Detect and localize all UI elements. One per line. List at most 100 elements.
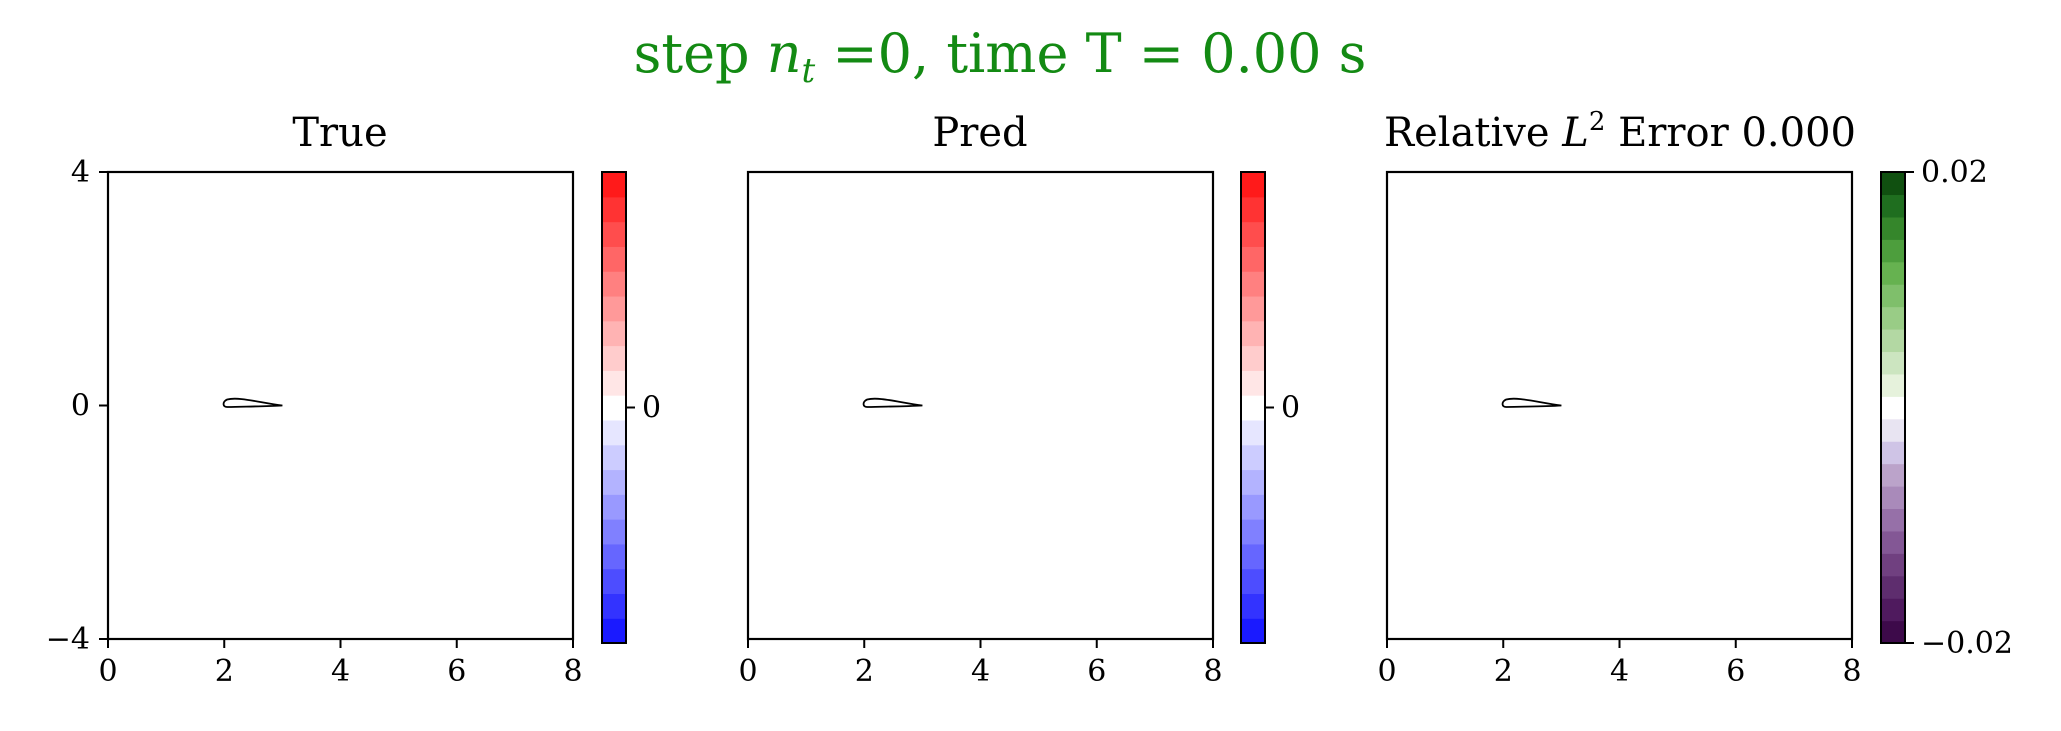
colorbar-swatch xyxy=(1881,284,1905,308)
colorbar-swatch xyxy=(1881,306,1905,330)
colorbar: −0.02 0.02 xyxy=(1880,155,2013,661)
colorbar-swatch xyxy=(602,618,626,644)
colorbar-swatch xyxy=(1881,239,1905,263)
x-tick-label: 8 xyxy=(1842,654,1861,689)
x-tick-label: 2 xyxy=(1494,654,1513,689)
colorbar-swatch xyxy=(1881,194,1905,218)
y-tick-label: −4 xyxy=(46,622,90,657)
colorbar-swatch xyxy=(602,494,626,520)
colorbar-swatch xyxy=(1241,271,1265,297)
plot-frame xyxy=(746,170,1215,641)
panel-title: Pred xyxy=(932,110,1027,156)
colorbar-swatch xyxy=(1241,444,1265,471)
colorbar-swatch xyxy=(1241,172,1265,198)
colorbar-swatch xyxy=(1881,329,1905,353)
colorbar-swatch xyxy=(602,370,626,396)
colorbar-tick-label: −0.02 xyxy=(1921,626,2013,661)
x-tick-label: 4 xyxy=(331,654,350,689)
airfoil-outline xyxy=(1501,397,1562,408)
colorbar-swatch xyxy=(1881,261,1905,285)
colorbar-swatch xyxy=(1241,370,1265,396)
colorbar-swatch xyxy=(602,196,626,223)
panel-pred: Pred xyxy=(932,110,1027,156)
x-tick-label: 6 xyxy=(447,654,466,689)
colorbar-swatch xyxy=(602,444,626,471)
plot-frame xyxy=(1385,170,1854,641)
colorbar-swatch xyxy=(1241,196,1265,223)
colorbar-swatch xyxy=(1241,593,1265,619)
x-tick-label: 6 xyxy=(1087,654,1106,689)
colorbar-swatch xyxy=(602,172,626,198)
x-tick-label: 6 xyxy=(1726,654,1745,689)
colorbar-swatch xyxy=(1241,494,1265,520)
colorbar-tick-label: 0 xyxy=(642,391,661,426)
colorbar-swatch xyxy=(1881,508,1905,532)
y-tick-label: 0 xyxy=(71,389,90,424)
colorbar-tick-label: 0 xyxy=(1281,391,1300,426)
colorbar-swatch xyxy=(1881,396,1905,420)
colorbar-swatch xyxy=(1241,320,1265,347)
colorbar-tick-label: 0.02 xyxy=(1921,155,1988,190)
colorbar-swatch xyxy=(602,246,626,272)
colorbar-frame xyxy=(1880,171,1906,644)
colorbar-swatch xyxy=(1881,553,1905,577)
colorbar-swatch xyxy=(602,543,626,570)
figure-suptitle: step nt =0, time T = 0.00 s xyxy=(634,22,1367,91)
x-tick-label: 2 xyxy=(215,654,234,689)
colorbar-swatch xyxy=(1241,519,1265,545)
colorbar-swatch xyxy=(1241,543,1265,570)
colorbar-swatch xyxy=(602,320,626,347)
x-tick-label: 4 xyxy=(1610,654,1629,689)
colorbar-swatch xyxy=(1241,221,1265,247)
x-tick-label: 8 xyxy=(563,654,582,689)
y-tick-label: 4 xyxy=(71,155,90,190)
colorbar-swatch xyxy=(1241,345,1265,371)
colorbar-swatch xyxy=(1881,530,1905,554)
colorbar-swatch xyxy=(1881,463,1905,487)
x-tick-label: 4 xyxy=(971,654,990,689)
x-tick-label: 0 xyxy=(1377,654,1396,689)
colorbar-swatch xyxy=(1241,395,1265,421)
heatmap-axes: 0 2 4 6 8 0 xyxy=(738,170,1300,689)
colorbar-swatch xyxy=(602,593,626,619)
colorbar-swatch xyxy=(1881,418,1905,442)
colorbar-swatch xyxy=(1881,351,1905,375)
colorbar-swatch xyxy=(1881,598,1905,622)
x-tick-label: 0 xyxy=(738,654,757,689)
x-tick-label: 8 xyxy=(1203,654,1222,689)
plot-frame xyxy=(106,170,575,641)
colorbar-swatch xyxy=(1881,575,1905,599)
colorbar-swatch xyxy=(1241,419,1265,446)
colorbar-swatch xyxy=(602,469,626,495)
colorbar-swatch xyxy=(1881,441,1905,465)
colorbar-swatch xyxy=(1241,469,1265,495)
x-tick-label: 2 xyxy=(855,654,874,689)
colorbar: 0 xyxy=(1240,171,1300,644)
panel-title: True xyxy=(292,110,387,156)
heatmap-axes: 0 2 4 6 8 −0.02 0.02 xyxy=(1377,155,2012,689)
colorbar-swatch xyxy=(1881,216,1905,240)
colorbar-swatch xyxy=(602,221,626,247)
colorbar-swatch xyxy=(1881,172,1905,196)
colorbar-swatch xyxy=(602,568,626,595)
colorbar: 0 xyxy=(601,171,661,644)
colorbar-swatch xyxy=(1881,620,1905,644)
airfoil-outline xyxy=(862,397,923,408)
colorbar-swatch xyxy=(602,419,626,446)
panel-title: Relative L2 Error 0.000 xyxy=(1384,107,1856,156)
panel-error: Relative L2 Error 0.000 xyxy=(1384,107,1856,156)
colorbar-swatch xyxy=(1241,246,1265,272)
airfoil-outline xyxy=(222,397,283,408)
colorbar-swatch xyxy=(602,271,626,297)
colorbar-swatch xyxy=(1241,295,1265,322)
panel-true: True xyxy=(292,110,387,156)
colorbar-swatch xyxy=(1241,568,1265,595)
x-tick-label: 0 xyxy=(98,654,117,689)
colorbar-swatch xyxy=(602,395,626,421)
colorbar-swatch xyxy=(1881,373,1905,397)
colorbar-swatch xyxy=(602,345,626,371)
colorbar-swatch xyxy=(602,295,626,322)
